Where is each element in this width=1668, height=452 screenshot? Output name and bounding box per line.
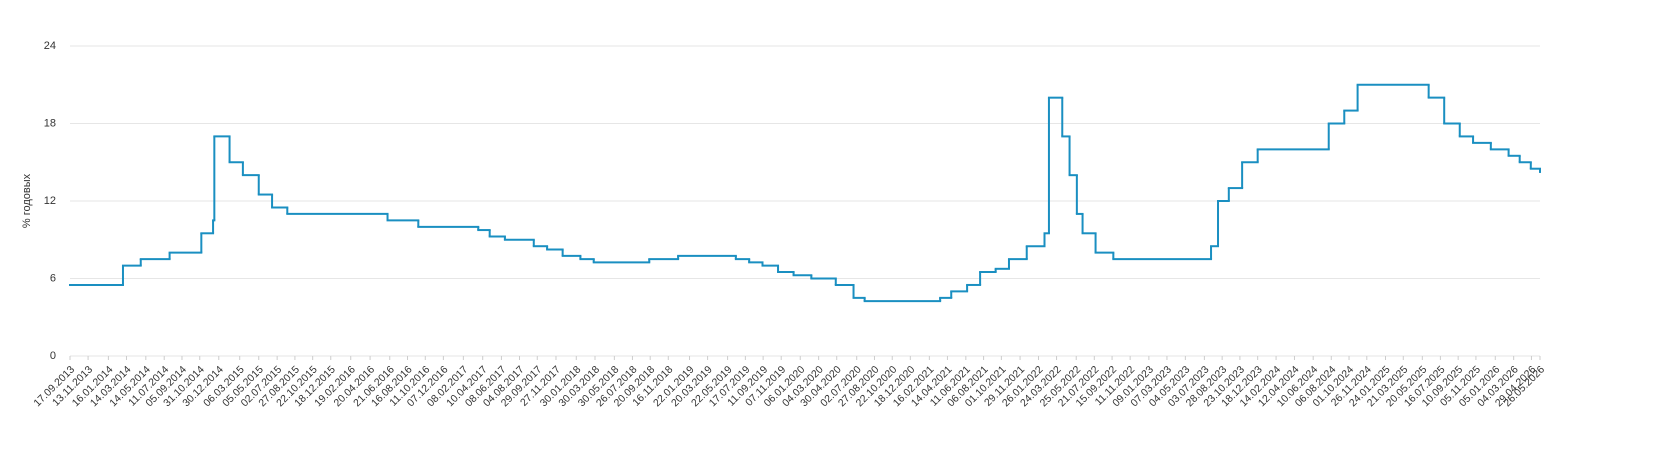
y-tick-label: 12: [44, 195, 56, 207]
y-tick-label: 6: [50, 272, 56, 284]
y-axis-label: % годовых: [21, 173, 33, 228]
y-tick-label: 24: [44, 40, 56, 52]
y-tick-label: 0: [50, 350, 56, 362]
y-tick-label: 18: [44, 117, 56, 129]
step-riser: [121, 84, 1541, 302]
